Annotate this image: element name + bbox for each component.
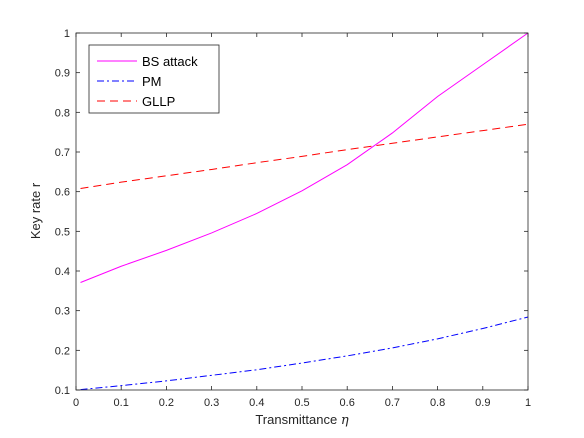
x-tick-label: 0.2	[159, 397, 174, 409]
y-tick-label: 0.3	[55, 306, 70, 318]
x-tick-label: 0.6	[340, 397, 355, 409]
y-tick-label: 0.1	[55, 385, 70, 397]
y-tick-label: 0.2	[55, 345, 70, 357]
y-axis-title: Key rate r	[28, 182, 43, 239]
x-tick-label: 1	[525, 397, 531, 409]
series-line-pm	[80, 316, 529, 391]
y-tick-label: 0.9	[55, 68, 70, 80]
x-tick-label: 0.3	[204, 397, 219, 409]
y-tick-label: 0.5	[55, 226, 70, 238]
x-axis-title: Transmittance η	[255, 412, 349, 428]
series-line-bs-attack	[80, 32, 529, 283]
x-tick-label: 0.7	[385, 397, 400, 409]
x-axis-label: Transmittance	[255, 412, 337, 427]
y-tick-label: 0.4	[55, 266, 70, 278]
x-tick-label: 0.5	[294, 397, 309, 409]
legend-label-pm: PM	[142, 74, 162, 89]
series-layer	[80, 32, 529, 391]
y-tick-label: 1	[64, 28, 70, 40]
series-line-gllp	[80, 123, 529, 189]
x-tick-label: 0.8	[430, 397, 445, 409]
y-tick-label: 0.7	[55, 147, 70, 159]
legend: BS attack PM GLLP	[88, 44, 220, 114]
y-tick-label: 0.8	[55, 107, 70, 119]
x-tick-label: 0.4	[249, 397, 264, 409]
y-tick-label: 0.6	[55, 187, 70, 199]
y-axis-ticks: 0.1 0.2 0.3 0.4 0.5 0.6 0.7 0.8 0.9 1	[55, 28, 528, 397]
x-tick-label: 0.9	[475, 397, 490, 409]
legend-label-gllp: GLLP	[142, 94, 175, 109]
legend-box	[88, 44, 220, 114]
x-axis-ticks: 0 0.1 0.2 0.3 0.4 0.5 0.6 0.7 0.8 0.9 1	[73, 33, 531, 409]
x-axis-symbol: η	[341, 413, 349, 428]
legend-label-bs-attack: BS attack	[142, 54, 198, 69]
x-tick-label: 0.1	[114, 397, 129, 409]
x-tick-label: 0	[73, 397, 79, 409]
